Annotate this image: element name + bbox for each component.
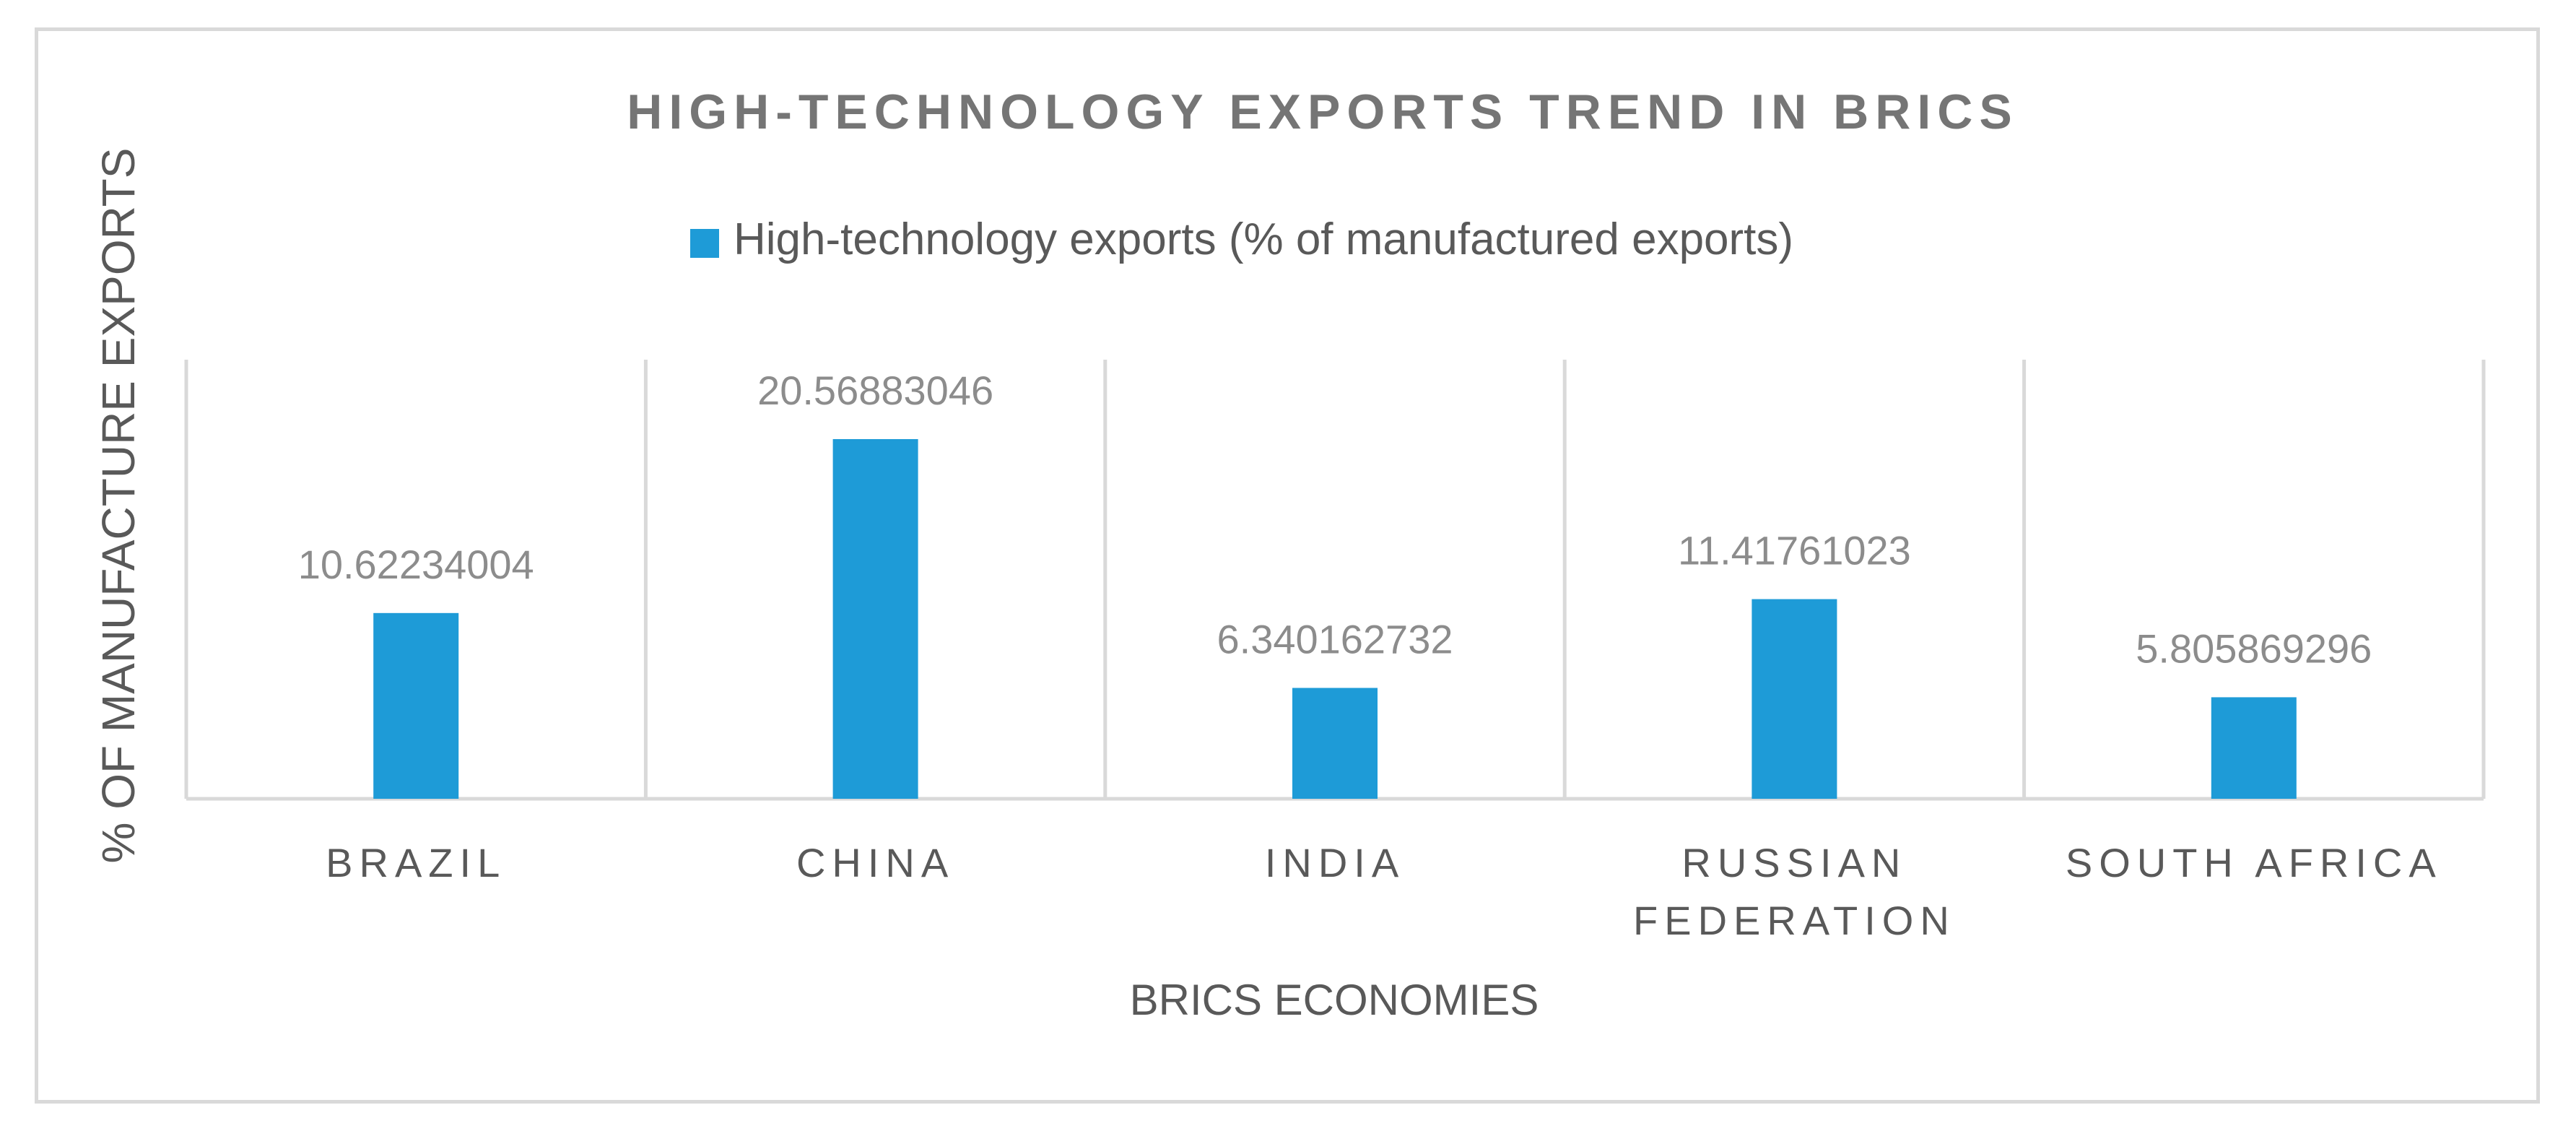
bar [1752,599,1837,799]
data-label: 10.62234004 [298,542,534,587]
bar [1292,688,1378,799]
bar [832,439,918,799]
legend-label: High-technology exports (% of manufactur… [734,214,1793,264]
legend-swatch [690,229,719,258]
category-label: INDIA [1265,840,1405,885]
category-label: BRAZIL [326,840,506,885]
legend: High-technology exports (% of manufactur… [690,214,1793,264]
data-label: 5.805869296 [2136,625,2372,671]
category-label: CHINA [796,840,954,885]
bar [2211,697,2297,799]
x-axis-title: BRICS ECONOMIES [1130,976,1539,1024]
chart-title: HIGH-TECHNOLOGY EXPORTS TREND IN BRICS [627,84,2019,139]
category-label: RUSSIAN [1681,840,1907,885]
data-label: 6.340162732 [1217,616,1453,662]
y-axis-title: % OF MANUFACTURE EXPORTS [92,148,144,864]
data-label: 11.41761023 [1678,528,1911,573]
category-label: SOUTH AFRICA [2066,840,2442,885]
plot-area: 10.62234004 BRAZIL 20.56883046 CHINA 6.34016… [184,360,2486,943]
data-label: 20.56883046 [757,368,993,413]
bar [373,612,459,799]
chart-frame [35,27,2540,1104]
category-label: FEDERATION [1633,898,1956,943]
